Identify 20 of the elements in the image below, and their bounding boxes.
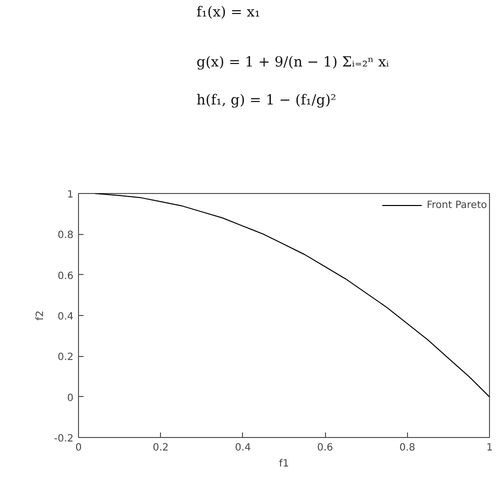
x-tick-label: 0.2 bbox=[152, 442, 169, 454]
y-tick-label: 0.6 bbox=[58, 270, 74, 282]
x-tick-label: 0.4 bbox=[234, 442, 251, 454]
y-tick-label: -0.2 bbox=[54, 434, 74, 444]
x-tick-label: 1 bbox=[486, 442, 493, 454]
y-tick-label: 0.8 bbox=[58, 230, 74, 242]
y-tick-label: 0.4 bbox=[58, 312, 74, 322]
x-tick-label: 0.6 bbox=[317, 442, 334, 454]
y-tick-label: 0.2 bbox=[58, 352, 74, 364]
text: h(f₁, g) = 1 − (f₁/g)² bbox=[196, 92, 336, 108]
line-series bbox=[94, 194, 490, 398]
x-axis-title: f1 bbox=[279, 458, 289, 470]
y-tick-label: 0 bbox=[67, 392, 74, 404]
legend-label: Front Pareto bbox=[426, 200, 487, 210]
text: f₁(x) = x₁ bbox=[196, 4, 260, 20]
x-tick-label: 0.8 bbox=[399, 442, 416, 454]
x-tick-label: 0 bbox=[75, 442, 82, 454]
text: g(x) = 1 + 9/(n − 1) Σᵢ₌₂ⁿ xᵢ bbox=[196, 54, 390, 70]
y-tick-label: 1 bbox=[67, 190, 74, 200]
y-axis-title: f2 bbox=[34, 310, 46, 320]
